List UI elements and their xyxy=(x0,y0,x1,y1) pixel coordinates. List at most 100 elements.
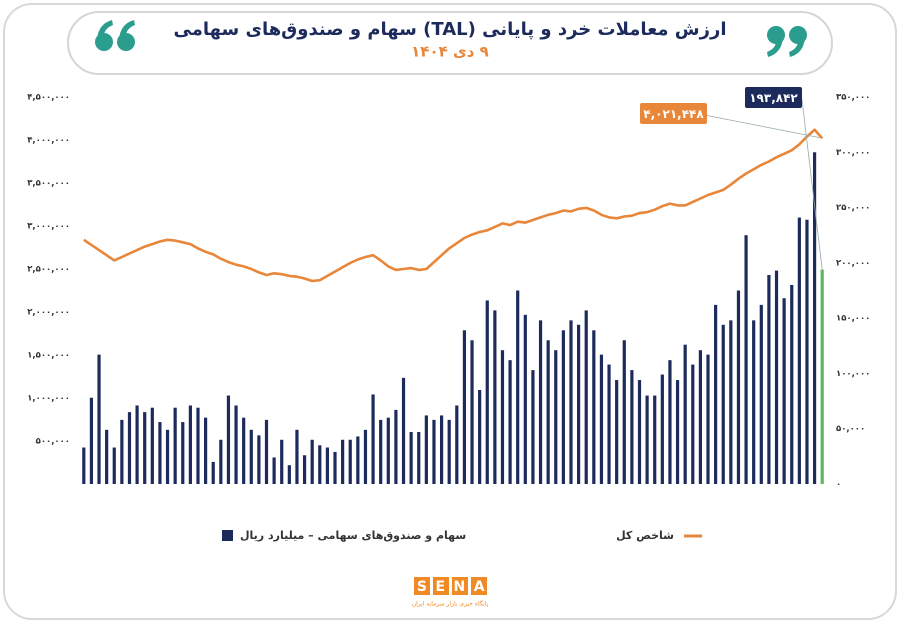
bar xyxy=(82,447,86,484)
bar xyxy=(417,432,421,484)
bar xyxy=(394,409,398,484)
bar xyxy=(424,415,428,484)
y2-tick-label: ۳۰۰,۰۰۰ xyxy=(836,148,870,158)
bar xyxy=(234,405,238,484)
bar xyxy=(112,447,116,484)
bar xyxy=(188,405,192,484)
y-tick-label: ۲,۵۰۰,۰۰۰ xyxy=(27,265,70,275)
bar xyxy=(379,419,383,484)
bar xyxy=(196,407,200,484)
bar xyxy=(478,390,482,484)
bar xyxy=(120,419,124,484)
bar xyxy=(165,429,170,484)
chart-title: ارزش معاملات خرد و پایانی (TAL) سهام و ص… xyxy=(173,19,726,40)
y2-tick-label: ۲۰۰,۰۰۰ xyxy=(836,258,870,268)
bar xyxy=(721,324,725,484)
bar xyxy=(455,405,459,484)
callout-box xyxy=(745,87,802,108)
legend-swatch xyxy=(222,530,233,541)
bar xyxy=(226,395,231,484)
bar xyxy=(653,395,657,484)
bar xyxy=(302,455,307,484)
bar xyxy=(341,439,345,484)
bar xyxy=(645,395,649,484)
bar xyxy=(660,374,664,484)
bar xyxy=(622,340,626,484)
bar xyxy=(409,432,413,484)
bar xyxy=(577,324,581,484)
bar xyxy=(257,435,261,484)
bar xyxy=(242,417,246,484)
bar xyxy=(569,320,573,484)
bar xyxy=(774,270,779,484)
bar xyxy=(561,330,565,484)
bar xyxy=(356,436,360,484)
y2-tick-label: ۱۵۰,۰۰۰ xyxy=(836,314,870,324)
bar xyxy=(143,412,147,484)
bar xyxy=(295,429,299,484)
bar xyxy=(508,360,512,484)
bar xyxy=(127,412,132,484)
bar xyxy=(630,370,634,484)
y-tick-label: ۱,۵۰۰,۰۰۰ xyxy=(27,351,70,361)
callout-box xyxy=(640,103,707,124)
bar xyxy=(264,419,269,484)
y-tick-label: ۳,۰۰۰,۰۰۰ xyxy=(27,222,70,232)
bar xyxy=(759,304,763,484)
bar xyxy=(333,451,337,484)
logo-box xyxy=(412,577,488,597)
bar xyxy=(401,377,406,484)
callout-line xyxy=(801,99,823,270)
bar xyxy=(150,407,154,484)
bar xyxy=(211,461,215,484)
bar xyxy=(348,439,352,484)
bar xyxy=(280,439,284,484)
bar xyxy=(432,419,436,484)
bar xyxy=(219,439,223,484)
y2-tick-label: ۲۵۰,۰۰۰ xyxy=(836,203,870,213)
bar xyxy=(546,340,550,484)
legend-label: شاخص کل xyxy=(616,529,674,542)
bar xyxy=(736,290,741,484)
bar xyxy=(637,380,642,484)
y2-tick-label: ۵۰,۰۰۰ xyxy=(836,424,865,434)
bar xyxy=(158,422,162,484)
bar xyxy=(714,304,718,484)
quote-right xyxy=(767,26,807,57)
bar xyxy=(485,300,489,484)
bar xyxy=(500,350,505,484)
bar xyxy=(820,269,824,484)
bar xyxy=(173,407,177,484)
y-tick-label: ۴,۵۰۰,۰۰۰ xyxy=(27,93,70,103)
quote-left xyxy=(95,20,135,51)
bar xyxy=(318,445,322,484)
bar xyxy=(668,360,672,484)
bar xyxy=(493,310,497,484)
line xyxy=(83,128,824,283)
y-tick-label: ۱,۰۰۰,۰۰۰ xyxy=(27,394,70,404)
bar xyxy=(439,415,444,484)
bar xyxy=(531,370,535,484)
bar xyxy=(691,364,695,484)
y2-tick-label: ۰ xyxy=(836,480,841,490)
bar xyxy=(797,217,801,484)
y-tick-label: ۵۰۰,۰۰۰ xyxy=(36,437,70,447)
bar xyxy=(272,457,276,484)
data-label: ۱۹۳,۸۴۲ xyxy=(749,91,798,105)
chart-subtitle: ۹ دی ۱۴۰۴ xyxy=(411,43,489,61)
legend-label: سهام و صندوق‌های سهامی – میلیارد ریال xyxy=(240,529,466,542)
bar xyxy=(386,417,390,484)
bar xyxy=(675,380,680,484)
bar xyxy=(287,465,291,484)
bar xyxy=(744,235,748,484)
bar xyxy=(135,405,139,484)
bar xyxy=(782,298,786,484)
bar xyxy=(523,314,527,484)
bar xyxy=(89,397,94,484)
bar xyxy=(607,364,611,484)
bar xyxy=(181,422,185,484)
bar xyxy=(310,439,314,484)
y-tick-label: ۲,۰۰۰,۰۰۰ xyxy=(27,308,70,318)
bar xyxy=(615,380,619,484)
bar xyxy=(683,344,687,484)
